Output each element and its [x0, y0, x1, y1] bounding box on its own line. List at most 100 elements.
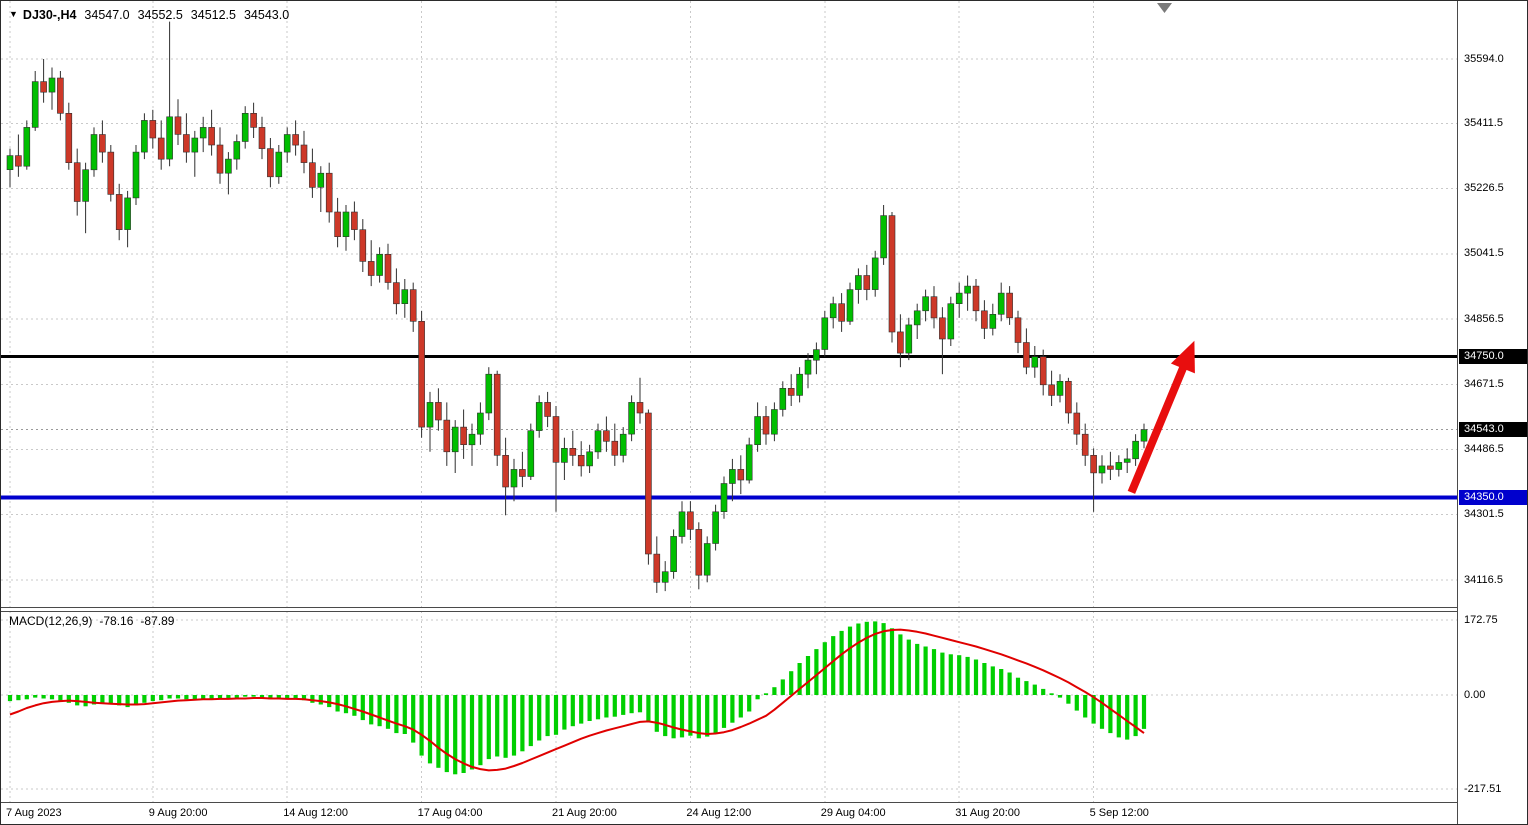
macd-histogram-bar — [654, 695, 659, 732]
candle — [82, 169, 89, 202]
macd-histogram-bar — [780, 679, 785, 695]
candle — [317, 172, 325, 188]
macd-histogram-bar — [469, 695, 475, 770]
candlestick-chart[interactable] — [1, 1, 1457, 607]
macd-histogram-bar — [595, 695, 601, 720]
macd-histogram-bar — [276, 695, 281, 700]
time-axis-label: 24 Aug 12:00 — [686, 807, 752, 819]
candle — [1048, 384, 1055, 396]
trade-direction-arrowhead[interactable] — [1170, 340, 1195, 374]
macd-histogram-bar — [1015, 677, 1021, 695]
candle — [1090, 454, 1097, 474]
macd-histogram-bar — [906, 639, 911, 695]
time-axis-label: 29 Aug 04:00 — [820, 807, 886, 819]
price-axis-label: 34301.5 — [1464, 508, 1504, 521]
macd-histogram-bar — [427, 695, 433, 764]
candle — [720, 483, 728, 513]
macd-histogram-bar — [537, 695, 542, 741]
macd-histogram-bar — [343, 695, 349, 714]
macd-histogram-bar — [234, 695, 239, 699]
macd-histogram-bar — [318, 695, 323, 705]
macd-histogram-bar — [369, 695, 374, 725]
candle — [855, 275, 862, 290]
macd-histogram-bar — [889, 628, 895, 695]
candle — [670, 536, 677, 573]
one-click-trading-arrow-icon[interactable]: ▼ — [9, 9, 18, 19]
candle — [510, 469, 518, 488]
candle — [754, 416, 761, 446]
candle — [6, 155, 14, 171]
macd-histogram-bar — [1032, 684, 1037, 695]
macd-histogram-bar — [1057, 695, 1063, 698]
candle — [1107, 465, 1114, 470]
candle — [15, 155, 22, 167]
candle — [283, 134, 291, 153]
macd-histogram-bar — [117, 695, 122, 706]
macd-histogram-bar — [864, 621, 869, 695]
macd-histogram-bar — [1133, 695, 1138, 737]
macd-histogram-bar — [679, 695, 685, 738]
candle — [233, 141, 241, 160]
macd-histogram-bar — [411, 695, 416, 743]
macd-histogram-bar — [100, 695, 105, 703]
macd-histogram-bar — [377, 695, 382, 727]
candle — [838, 303, 845, 322]
price-axis-label: 35226.5 — [1464, 182, 1504, 195]
macd-histogram-bar — [503, 695, 508, 758]
candle — [922, 296, 929, 312]
macd-histogram-bar — [587, 695, 592, 721]
candle — [737, 469, 745, 481]
time-axis-label: 31 Aug 20:00 — [955, 807, 1021, 819]
candle — [1081, 433, 1089, 456]
candle — [292, 134, 299, 146]
high-value: 34552.5 — [137, 8, 183, 22]
candle — [124, 197, 131, 230]
chart-header: ▼ DJ30-,H4 34547.0 34552.5 34512.5 34543.0 — [9, 8, 289, 22]
candle — [888, 215, 896, 333]
macd-histogram-bar — [805, 656, 811, 695]
price-line-badge: 34750.0 — [1459, 349, 1527, 365]
candle — [611, 440, 619, 456]
candle — [628, 402, 635, 435]
time-axis[interactable]: 7 Aug 2023 9 Aug 20:00 14 Aug 12:00 17 Aug … — [1, 805, 1457, 824]
time-axis-label: 7 Aug 2023 — [6, 807, 62, 819]
macd-histogram-bar — [982, 663, 987, 695]
candle — [939, 317, 946, 340]
candle — [829, 303, 837, 319]
macd-histogram-bar — [259, 695, 265, 698]
time-axis-label: 21 Aug 20:00 — [552, 807, 617, 819]
macd-chart[interactable] — [1, 611, 1457, 802]
macd-histogram-bar — [528, 695, 533, 747]
trade-direction-arrow[interactable] — [1127, 363, 1189, 494]
open-value: 34547.0 — [84, 8, 130, 22]
macd-histogram-bar — [873, 621, 878, 695]
candle — [997, 292, 1005, 315]
macd-main-value: -78.16 — [99, 614, 134, 628]
candle — [241, 113, 249, 142]
macd-histogram-bar — [436, 695, 441, 768]
macd-histogram-bar — [133, 695, 139, 706]
macd-histogram-bar — [730, 695, 735, 723]
candle — [107, 151, 115, 195]
candle — [729, 469, 736, 484]
price-axis[interactable]: 35594.0 35411.5 35226.5 35041.5 34856.5 34750… — [1457, 1, 1527, 824]
candle — [393, 282, 400, 305]
macd-histogram-bar — [814, 649, 819, 695]
candle — [149, 120, 157, 139]
chart-shift-marker-icon[interactable] — [1157, 3, 1172, 13]
candle — [703, 543, 711, 576]
macd-histogram-bar — [352, 695, 357, 716]
macd-histogram-bar — [209, 695, 214, 699]
macd-histogram-bar — [301, 695, 307, 701]
panel-splitter[interactable] — [1, 607, 1457, 612]
macd-histogram-bar — [268, 695, 273, 700]
macd-histogram-bar — [83, 695, 88, 707]
candle — [687, 511, 694, 530]
candle — [695, 529, 703, 576]
candle — [250, 113, 257, 128]
macd-histogram-bar — [251, 695, 256, 697]
macd-histogram-bar — [125, 695, 130, 708]
candle — [1132, 440, 1139, 460]
macd-histogram-bar — [612, 695, 617, 717]
macd-histogram-bar — [394, 695, 399, 734]
